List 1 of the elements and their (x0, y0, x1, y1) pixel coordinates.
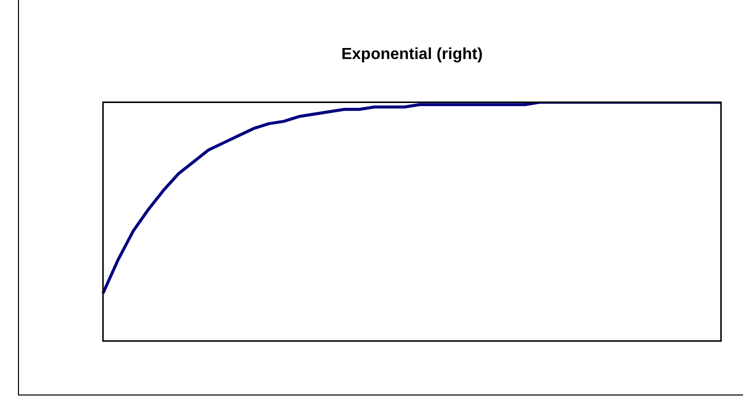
chart-title: Exponential (right) (341, 46, 483, 64)
